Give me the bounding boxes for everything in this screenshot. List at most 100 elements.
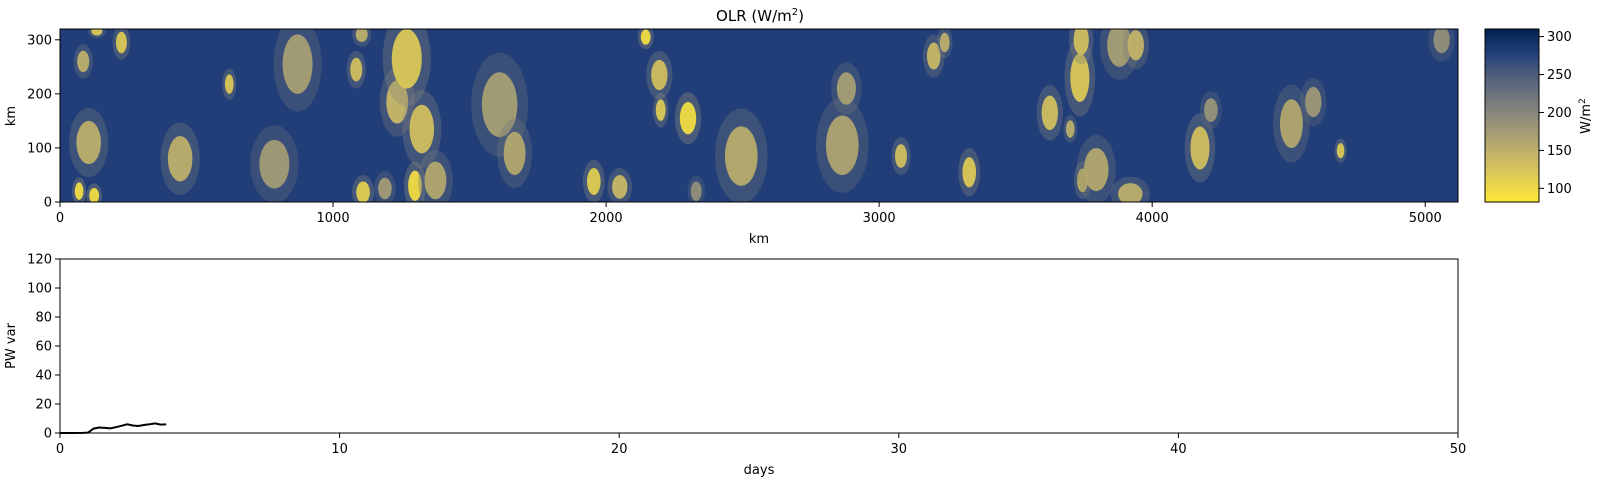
olr-x-tick-label: 2000 — [590, 211, 623, 226]
pw-y-tick-label: 80 — [35, 311, 52, 326]
pw-axes-frame — [59, 258, 1459, 434]
convective-cell-core — [259, 139, 290, 189]
pw-x-tick-label: 10 — [331, 442, 348, 457]
colorbar-tick-label: 200 — [1547, 106, 1572, 121]
convective-cell — [936, 29, 953, 59]
convective-cell — [250, 125, 299, 202]
colorbar-tick-label: 150 — [1547, 144, 1572, 159]
convective-cell — [1199, 91, 1222, 130]
colorbar: 100 150 200 250 300 W/m2 — [1484, 28, 1594, 203]
convective-cell — [382, 29, 431, 107]
convective-cell — [160, 122, 200, 196]
convective-cell — [1076, 134, 1116, 202]
convective-cell — [958, 148, 981, 197]
convective-cell — [1036, 85, 1063, 141]
convective-cell — [1334, 138, 1347, 163]
convective-cell — [646, 50, 673, 100]
convective-cell — [582, 159, 605, 202]
convective-cell-core — [836, 72, 856, 105]
convective-cell-core — [391, 29, 422, 89]
convective-cell-core — [1041, 95, 1058, 131]
olr-x-ticks: 0 1000 2000 3000 4000 5000 — [56, 202, 1442, 226]
convective-cell — [374, 171, 396, 202]
convective-cell-core — [409, 104, 435, 154]
convective-cell-core — [1336, 143, 1345, 159]
olr-y-ticks: 0 100 200 300 — [27, 33, 60, 211]
convective-cell — [352, 29, 372, 47]
convective-cell-core — [386, 80, 409, 124]
convective-cell-core — [1107, 29, 1132, 67]
pw-x-tick-label: 30 — [891, 442, 908, 457]
convective-cell — [674, 92, 702, 145]
pw-var-line — [60, 422, 167, 434]
convective-cell-core — [378, 177, 392, 200]
convective-cell-core — [640, 29, 651, 45]
convective-cell — [402, 90, 442, 168]
convective-cell — [72, 177, 87, 202]
convective-cell — [497, 118, 533, 188]
convective-cell — [1122, 29, 1149, 70]
convective-cell-core — [282, 34, 313, 94]
convective-cell-core — [825, 115, 859, 175]
olr-y-tick-label: 100 — [27, 141, 52, 156]
convective-cell — [112, 29, 131, 60]
convective-cell — [922, 34, 945, 78]
colorbar-tick-label: 300 — [1547, 30, 1572, 45]
convective-cell — [687, 175, 705, 202]
convective-cell — [222, 68, 237, 100]
pw-y-tick-label: 0 — [44, 427, 52, 442]
olr-y-tick-label: 300 — [27, 33, 52, 48]
olr-y-axis-label: km — [4, 106, 19, 126]
convective-cell-core — [1065, 120, 1075, 138]
convective-cell-core — [91, 29, 103, 36]
convective-cell — [1064, 38, 1096, 117]
convective-cell — [1110, 176, 1150, 202]
colorbar-tick-label: 100 — [1547, 182, 1572, 197]
olr-panel: OLR (W/m2) 0 1000 2000 3000 4000 5000 0 100 200… — [4, 7, 1459, 247]
convective-cell-core — [424, 161, 447, 200]
convective-cell — [471, 52, 529, 157]
convective-cell-core — [1127, 30, 1144, 61]
pw-y-ticks: 0 20 40 60 80 100 120 — [27, 253, 60, 442]
convective-cell — [816, 97, 869, 193]
convective-cell-core — [350, 57, 363, 82]
convective-cell — [1184, 113, 1216, 183]
pw-y-tick-label: 120 — [27, 253, 52, 268]
convective-cell-core — [926, 42, 941, 70]
olr-heatmap-cells — [69, 29, 1455, 202]
convective-cell — [69, 107, 109, 178]
olr-x-tick-label: 5000 — [1409, 211, 1442, 226]
convective-cell-core — [167, 136, 193, 182]
convective-cell — [417, 150, 453, 202]
convective-cell — [1428, 29, 1455, 62]
convective-cell-core — [76, 120, 101, 165]
olr-y-tick-label: 200 — [27, 87, 52, 102]
colorbar-ticks: 100 150 200 250 300 — [1539, 30, 1572, 197]
convective-cell — [73, 44, 93, 79]
convective-cell — [715, 108, 768, 202]
convective-cell — [86, 183, 102, 202]
convective-cell-core — [1305, 86, 1322, 118]
olr-x-axis-label: km — [749, 232, 769, 247]
convective-cell-core — [1190, 126, 1210, 170]
convective-cell — [607, 167, 632, 202]
pw-x-tick-label: 40 — [1170, 442, 1187, 457]
convective-cell — [346, 50, 366, 89]
convective-cell-core — [724, 126, 758, 186]
pw-x-tick-label: 20 — [611, 442, 628, 457]
olr-y-tick-label: 0 — [44, 196, 52, 211]
convective-cell-core — [74, 182, 84, 200]
pw-y-tick-label: 100 — [27, 282, 52, 297]
pw-y-tick-label: 20 — [35, 398, 52, 413]
convective-cell-core — [1118, 183, 1143, 202]
convective-cell-core — [651, 59, 668, 91]
convective-cell-core — [1070, 53, 1090, 102]
convective-cell-core — [690, 181, 702, 201]
convective-cell — [1068, 29, 1094, 65]
olr-x-tick-label: 0 — [56, 211, 64, 226]
olr-x-tick-label: 3000 — [863, 211, 896, 226]
olr-title: OLR (W/m2) — [716, 7, 804, 25]
convective-cell-core — [894, 144, 907, 168]
colorbar-tick-label: 250 — [1547, 68, 1572, 83]
